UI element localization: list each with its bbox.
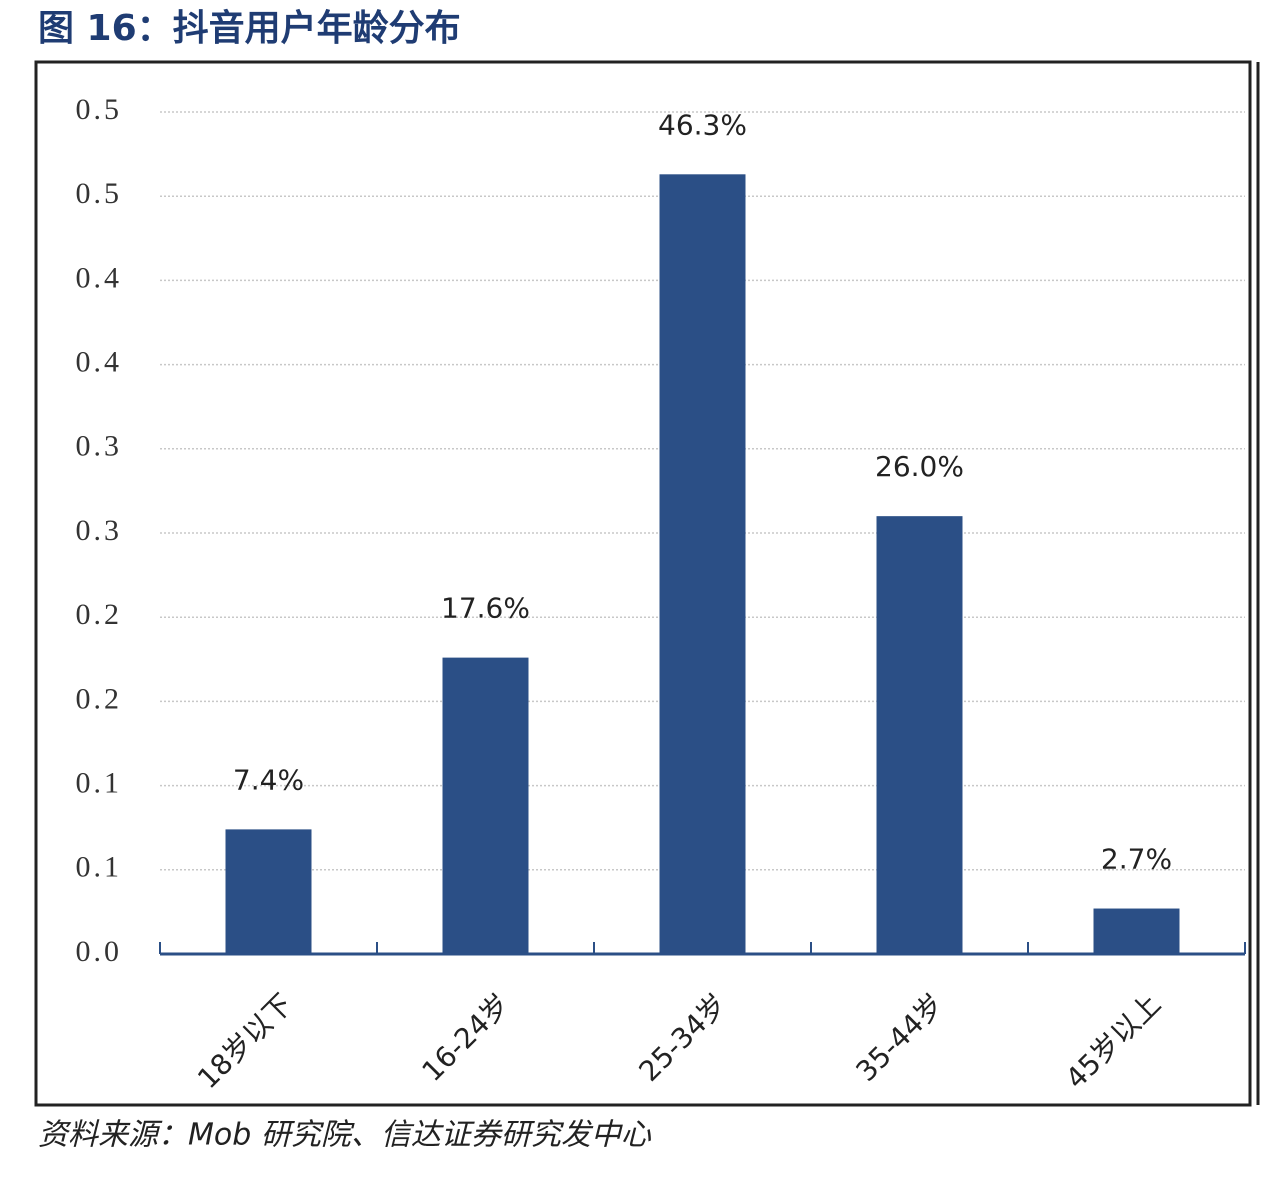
bar — [876, 516, 963, 954]
x-tick-label: 45岁以上 — [1059, 987, 1167, 1095]
y-tick-label: 0.3 — [76, 514, 123, 547]
bar — [442, 657, 529, 954]
value-label: 26.0% — [875, 450, 964, 483]
bar — [225, 829, 312, 954]
value-label: 7.4% — [233, 763, 304, 796]
y-tick-label: 0.5 — [76, 93, 123, 126]
value-label: 17.6% — [441, 592, 530, 625]
x-tick-label: 16-24岁 — [415, 987, 516, 1088]
source-note: 资料来源：Mob 研究院、信达证券研究发中心 — [38, 1118, 652, 1153]
frame — [34, 60, 1252, 1107]
chart-title: 图 16：抖音用户年龄分布 — [38, 8, 461, 49]
y-tick-label: 0.2 — [76, 598, 123, 631]
y-tick-label: 0.1 — [76, 851, 123, 884]
bar — [659, 174, 746, 955]
x-tick-label: 25-34岁 — [632, 987, 733, 1088]
bar — [1093, 908, 1180, 954]
x-tick-label: 18岁以下 — [191, 987, 299, 1095]
value-label: 46.3% — [658, 108, 747, 141]
y-tick-label: 0.4 — [76, 261, 123, 294]
y-tick-label: 0.2 — [76, 682, 123, 715]
y-tick-label: 0.4 — [76, 345, 123, 378]
value-label: 2.7% — [1101, 843, 1172, 876]
y-tick-label: 0.0 — [76, 935, 123, 968]
y-tick-label: 0.5 — [76, 177, 123, 210]
x-tick-label: 35-44岁 — [849, 987, 950, 1088]
y-tick-label: 0.3 — [76, 430, 123, 463]
y-tick-label: 0.1 — [76, 766, 123, 799]
